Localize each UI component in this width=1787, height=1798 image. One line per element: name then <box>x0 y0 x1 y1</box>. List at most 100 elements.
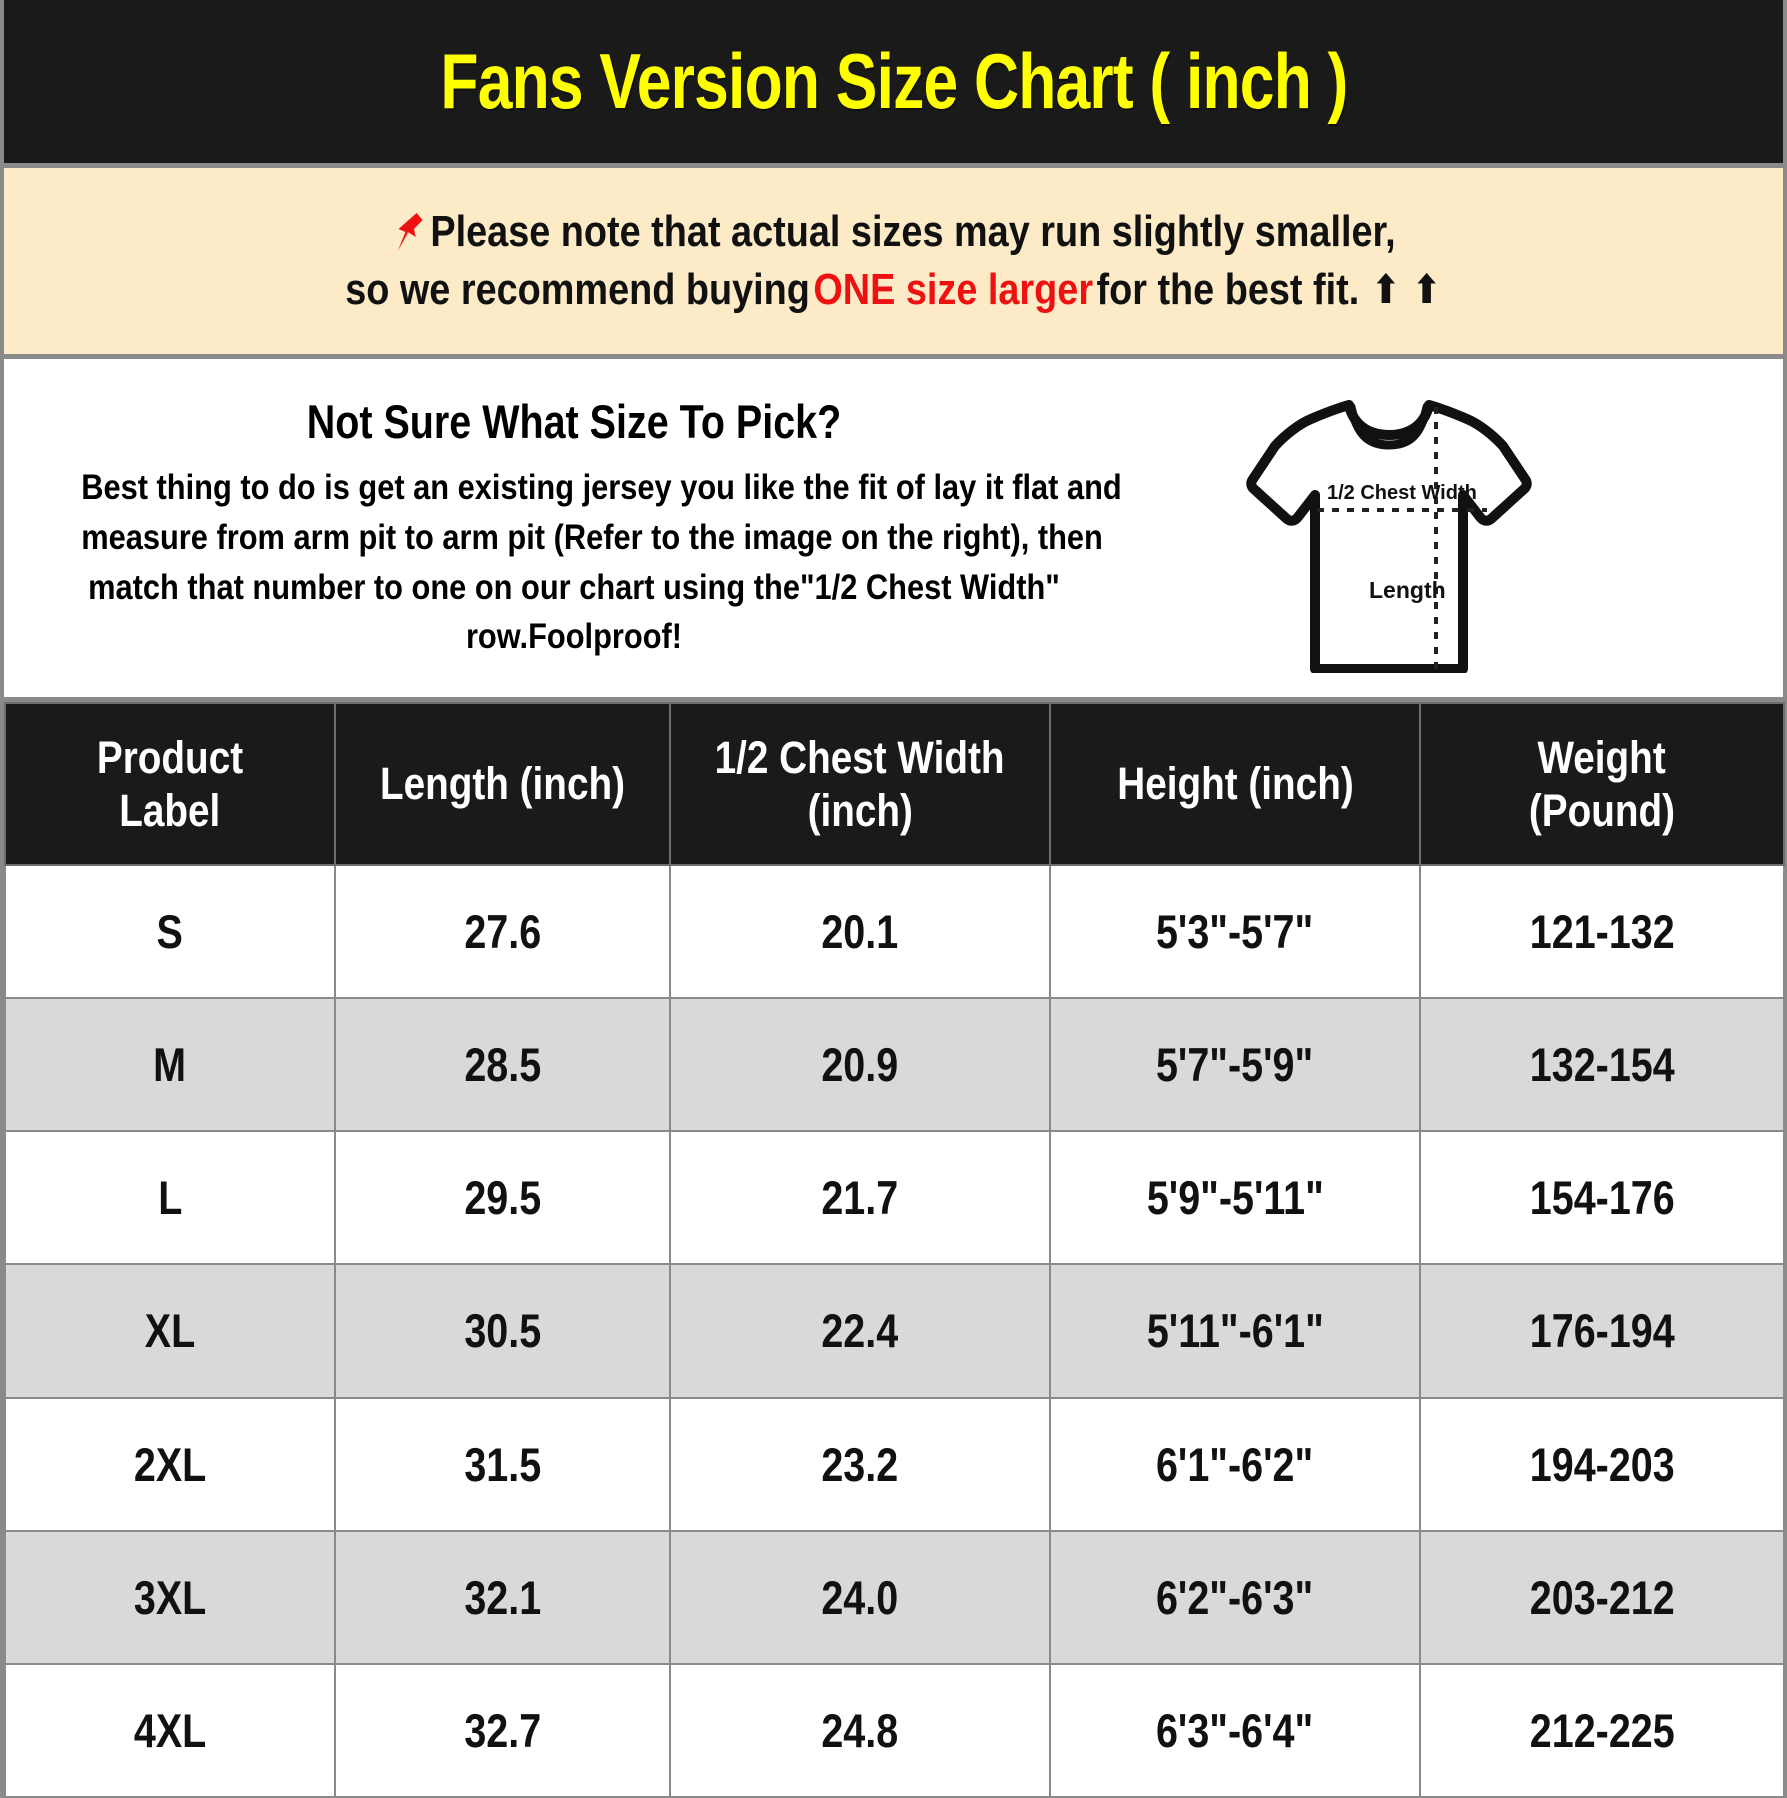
chest-width-cell: 24.8 <box>669 1662 1051 1798</box>
info-paragraph: Best thing to do is get an existing jers… <box>81 463 1122 662</box>
cell-text: 23.2 <box>821 1437 899 1491</box>
cell-text: 4XL <box>133 1703 207 1757</box>
size-cell: M <box>4 997 336 1133</box>
page-title: Fans Version Size Chart ( inch ) <box>439 37 1348 125</box>
size-table-head: Product Label Length (inch) 1/2 Chest Wi… <box>4 702 1785 866</box>
length-cell: 32.7 <box>334 1662 671 1798</box>
size-table: Product Label Length (inch) 1/2 Chest Wi… <box>4 702 1785 1798</box>
table-row: S 27.6 20.1 5'3"-5'7" 121-132 <box>4 863 1785 1000</box>
length-cell: 28.5 <box>334 997 671 1133</box>
chest-width-cell: 23.2 <box>669 1396 1051 1532</box>
cell-text: 176-194 <box>1529 1304 1675 1358</box>
length-cell: 29.5 <box>334 1130 671 1266</box>
note-text-2b: for the best fit. <box>1096 265 1360 314</box>
length-cell: 30.5 <box>334 1263 671 1399</box>
chest-width-cell: 24.0 <box>669 1529 1051 1665</box>
chest-width-cell: 20.1 <box>669 863 1051 1000</box>
size-table-wrap: Product Label Length (inch) 1/2 Chest Wi… <box>4 702 1785 1798</box>
cell-text: 30.5 <box>464 1304 541 1358</box>
cell-text: 20.9 <box>821 1038 899 1092</box>
cell-text: 154-176 <box>1529 1171 1675 1225</box>
column-header-height: Height (inch) <box>1049 702 1421 866</box>
cell-text: 203-212 <box>1529 1570 1675 1624</box>
table-row: M 28.5 20.9 5'7"-5'9" 132-154 <box>4 997 1785 1133</box>
size-cell: 3XL <box>4 1529 336 1665</box>
cell-text: 28.5 <box>464 1038 541 1092</box>
cell-text: 21.7 <box>821 1171 899 1225</box>
tshirt-diagram-icon: 1/2 Chest Width Length <box>1245 400 1532 673</box>
header-text: (Pound) <box>1528 785 1676 836</box>
table-row: 3XL 32.1 24.0 6'2"-6'3" 203-212 <box>4 1529 1785 1665</box>
height-cell: 5'11"-6'1" <box>1049 1263 1421 1399</box>
cell-text: 27.6 <box>464 905 541 959</box>
size-cell: 2XL <box>4 1396 336 1532</box>
height-cell: 6'2"-6'3" <box>1049 1529 1421 1665</box>
cell-text: 24.0 <box>821 1570 899 1624</box>
cell-text: 5'11"-6'1" <box>1146 1304 1324 1358</box>
table-row: L 29.5 21.7 5'9"-5'11" 154-176 <box>4 1130 1785 1266</box>
cell-text: 194-203 <box>1529 1437 1675 1491</box>
cell-text: 2XL <box>133 1437 207 1491</box>
size-cell: XL <box>4 1263 336 1399</box>
info-text-block: Not Sure What Size To Pick? Best thing t… <box>4 394 1134 662</box>
weight-cell: 154-176 <box>1419 1130 1785 1266</box>
cell-text: 29.5 <box>464 1171 541 1225</box>
note-banner: Please note that actual sizes may run sl… <box>4 168 1783 359</box>
height-cell: 6'3"-6'4" <box>1049 1662 1421 1798</box>
cell-text: 5'3"-5'7" <box>1156 905 1314 959</box>
cell-text: 32.1 <box>464 1570 541 1624</box>
weight-cell: 132-154 <box>1419 997 1785 1133</box>
height-cell: 6'1"-6'2" <box>1049 1396 1421 1532</box>
header-text: 1/2 Chest Width <box>715 731 1005 783</box>
chest-width-cell: 20.9 <box>669 997 1051 1133</box>
weight-cell: 194-203 <box>1419 1396 1785 1532</box>
header-text: Length (inch) <box>379 758 626 810</box>
size-cell: L <box>4 1130 336 1266</box>
cell-text: 6'1"-6'2" <box>1156 1437 1314 1491</box>
title-bar: Fans Version Size Chart ( inch ) <box>4 0 1783 168</box>
height-cell: 5'7"-5'9" <box>1049 997 1421 1133</box>
cell-text: 31.5 <box>464 1437 541 1491</box>
header-text: Weight <box>1537 731 1667 783</box>
cell-text: XL <box>144 1304 196 1358</box>
info-section: Not Sure What Size To Pick? Best thing t… <box>4 359 1783 702</box>
weight-cell: 176-194 <box>1419 1263 1785 1399</box>
weight-cell: 203-212 <box>1419 1529 1785 1665</box>
chest-width-cell: 21.7 <box>669 1130 1051 1266</box>
cell-text: 20.1 <box>821 905 899 959</box>
size-cell: S <box>4 863 336 1000</box>
cell-text: 132-154 <box>1529 1038 1675 1092</box>
tshirt-diagram-wrap: 1/2 Chest Width Length <box>1134 383 1783 673</box>
height-cell: 5'3"-5'7" <box>1049 863 1421 1000</box>
table-row: 4XL 32.7 24.8 6'3"-6'4" 212-225 <box>4 1662 1785 1798</box>
header-text: Height (inch) <box>1116 758 1354 810</box>
note-text-1: Please note that actual sizes may run sl… <box>430 206 1396 256</box>
column-header-product-label: Product Label <box>4 702 336 866</box>
cell-text: 3XL <box>133 1570 207 1624</box>
arrow-up-icon-2: ⬆ <box>1412 268 1442 313</box>
arrow-up-icon-1: ⬆ <box>1371 268 1401 313</box>
note-text-2a: so we recommend buying <box>345 265 811 314</box>
header-text: Product <box>96 731 244 783</box>
table-row: 2XL 31.5 23.2 6'1"-6'2" 194-203 <box>4 1396 1785 1532</box>
cell-text: 5'9"-5'11" <box>1146 1171 1324 1225</box>
pushpin-icon <box>391 210 425 254</box>
column-header-weight: Weight (Pound) <box>1419 702 1785 866</box>
length-cell: 31.5 <box>334 1396 671 1532</box>
header-text: (inch) <box>807 785 913 836</box>
info-line-1: Best thing to do is get an existing jers… <box>81 468 1122 508</box>
info-heading: Not Sure What Size To Pick? <box>306 395 842 449</box>
cell-text: S <box>156 905 184 959</box>
chest-width-label: 1/2 Chest Width <box>1327 482 1477 504</box>
cell-text: 5'7"-5'9" <box>1156 1038 1314 1092</box>
cell-text: 22.4 <box>821 1304 899 1358</box>
size-cell: 4XL <box>4 1662 336 1798</box>
length-cell: 27.6 <box>334 863 671 1000</box>
length-cell: 32.1 <box>334 1529 671 1665</box>
weight-cell: 212-225 <box>1419 1662 1785 1798</box>
note-highlight: ONE size larger <box>813 265 1094 314</box>
cell-text: 6'2"-6'3" <box>1156 1570 1314 1624</box>
column-header-chest-width: 1/2 Chest Width (inch) <box>669 702 1051 866</box>
cell-text: M <box>153 1038 187 1092</box>
